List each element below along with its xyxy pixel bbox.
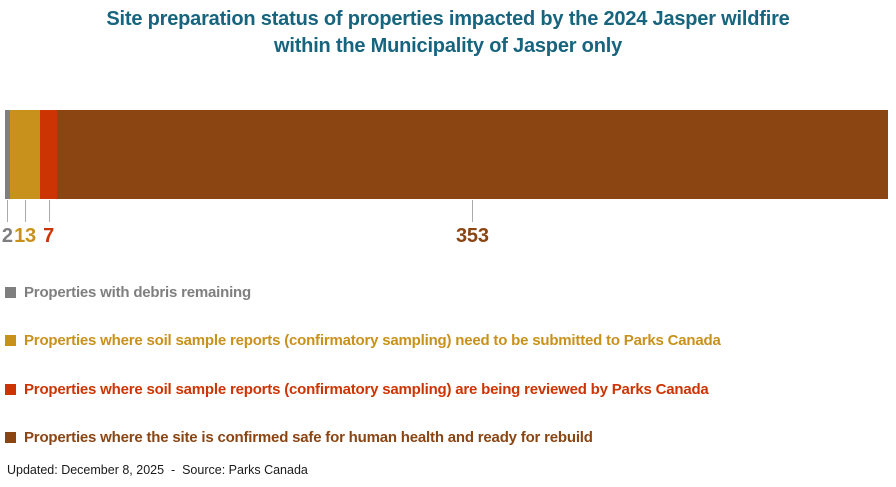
bar-segment-3 xyxy=(56,110,888,199)
leader-line-2 xyxy=(48,200,50,222)
leader-line-3 xyxy=(472,200,474,222)
leader-line-0 xyxy=(7,200,9,222)
bar-segment-1 xyxy=(9,110,41,199)
data-label-3: 353 xyxy=(456,225,489,247)
chart-title-line1: Site preparation status of properties im… xyxy=(106,8,790,30)
legend-swatch-red xyxy=(5,383,16,395)
legend-item-reports-being-reviewed: Properties where soil sample reports (co… xyxy=(5,380,709,398)
data-label-2: 7 xyxy=(43,225,55,247)
legend-item-site-confirmed-safe: Properties where the site is confirmed s… xyxy=(5,428,593,446)
bar-segment-0 xyxy=(5,110,10,199)
legend-label: Properties where soil sample reports (co… xyxy=(24,380,709,398)
legend-swatch-brown xyxy=(5,431,16,443)
legend-swatch-gray xyxy=(5,286,16,298)
data-label-0: 2 xyxy=(1,225,13,247)
legend-item-debris-remaining: Properties with debris remaining xyxy=(5,283,251,301)
chart-title-line2: within the Municipality of Jasper only xyxy=(274,35,622,57)
legend-item-reports-to-be-submitted: Properties where soil sample reports (co… xyxy=(5,331,721,349)
legend-label: Properties where soil sample reports (co… xyxy=(24,331,721,349)
legend-label: Properties where the site is confirmed s… xyxy=(24,428,593,446)
bar-annotations: 2 13 7 353 xyxy=(1,199,888,257)
chart-title: Site preparation status of properties im… xyxy=(0,6,896,60)
stacked-bar xyxy=(5,110,888,199)
legend-swatch-gold xyxy=(5,334,16,346)
legend-label: Properties with debris remaining xyxy=(24,283,251,301)
footer-note: Updated: December 8, 2025 - Source: Park… xyxy=(7,463,308,477)
data-label-1: 13 xyxy=(14,225,36,247)
leader-line-1 xyxy=(25,200,26,222)
bar-segment-2 xyxy=(40,110,57,199)
